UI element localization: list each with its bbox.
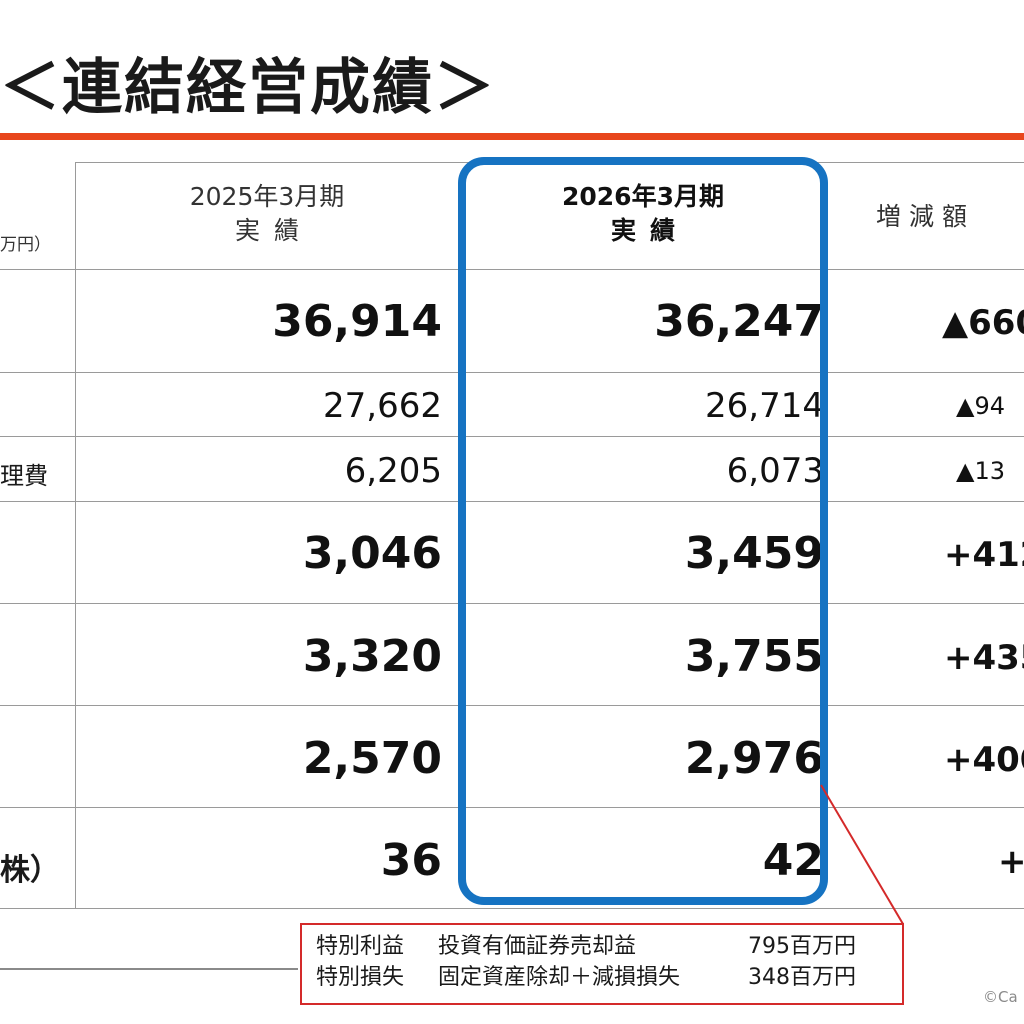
note-gain-amount: 795百万円	[748, 934, 856, 959]
row-2-prev-value: 6,205	[344, 451, 442, 491]
row-5-prev-value: 2,570	[302, 733, 442, 784]
row-1-prev-value: 27,662	[323, 386, 442, 426]
grid-hline-1	[0, 372, 1024, 373]
grid-hline-4	[0, 603, 1024, 604]
note-row-loss: 特別損失 固定資産除却＋減損損失 348百万円	[316, 963, 902, 994]
row-6-curr-value: 42	[762, 835, 824, 886]
page-title: ＜連結経営成績＞	[0, 53, 496, 123]
grid-hline-6	[0, 807, 1024, 808]
row-4-curr-value: 3,755	[684, 631, 824, 682]
row-3-curr-value: 3,459	[684, 528, 824, 579]
header-prev-actual: 実績	[234, 216, 313, 245]
row-4-diff-value: +435	[944, 638, 1024, 678]
row-4-prev-value: 3,320	[302, 631, 442, 682]
note-loss-category: 特別損失	[316, 965, 405, 990]
note-loss-item: 固定資産除却＋減損損失	[438, 965, 681, 990]
row-6-diff-value: +6	[998, 842, 1024, 882]
row-1-curr-value: 26,714	[705, 386, 824, 426]
header-curr-period: 2026年3月期	[562, 182, 724, 211]
row-2-diff-value: ▲13	[956, 457, 1005, 485]
grid-hline-top	[75, 162, 1024, 163]
header-prev-year: 2025年3月期 実績	[76, 180, 458, 248]
row-0-prev-value: 36,914	[272, 296, 442, 347]
copyright-text: ©Ca	[983, 988, 1018, 1006]
unit-label: 万円）	[0, 235, 51, 255]
title-underline	[0, 133, 1024, 140]
grid-hline-5	[0, 705, 1024, 706]
row-5-diff-value: +400	[944, 740, 1024, 780]
note-gain-category: 特別利益	[316, 934, 405, 959]
row-1-diff-value: ▲94	[956, 392, 1005, 420]
header-diff-label: 増減額	[876, 202, 976, 231]
row-3-diff-value: +412	[944, 535, 1024, 575]
header-diff: 増減額	[876, 200, 1024, 234]
grid-hline-3	[0, 501, 1024, 502]
grid-vline-left	[75, 162, 76, 908]
header-prev-period: 2025年3月期	[189, 182, 345, 211]
grid-hline-bottom	[0, 908, 1024, 909]
extraordinary-items-note: 特別利益 投資有価証券売却益 795百万円 特別損失 固定資産除却＋減損損失 3…	[300, 923, 904, 1005]
row-3-prev-value: 3,046	[302, 528, 442, 579]
note-gain-item: 投資有価証券売却益	[438, 934, 637, 959]
note-loss-amount: 348百万円	[748, 965, 856, 990]
row-0-curr-value: 36,247	[654, 296, 824, 347]
header-curr-year: 2026年3月期 実績	[466, 180, 820, 248]
row-6-prev-value: 36	[380, 835, 442, 886]
footer-rule	[0, 968, 298, 970]
row-2-label: 理費	[0, 462, 48, 490]
header-curr-actual: 実績	[610, 216, 689, 245]
grid-hline-header	[0, 269, 1024, 270]
grid-hline-2	[0, 436, 1024, 437]
callout-connector-line	[820, 784, 904, 925]
row-2-curr-value: 6,073	[726, 451, 824, 491]
note-row-gain: 特別利益 投資有価証券売却益 795百万円	[316, 932, 902, 963]
row-6-label: 株）	[0, 853, 60, 888]
row-0-diff-value: ▲660	[942, 303, 1024, 343]
row-5-curr-value: 2,976	[684, 733, 824, 784]
